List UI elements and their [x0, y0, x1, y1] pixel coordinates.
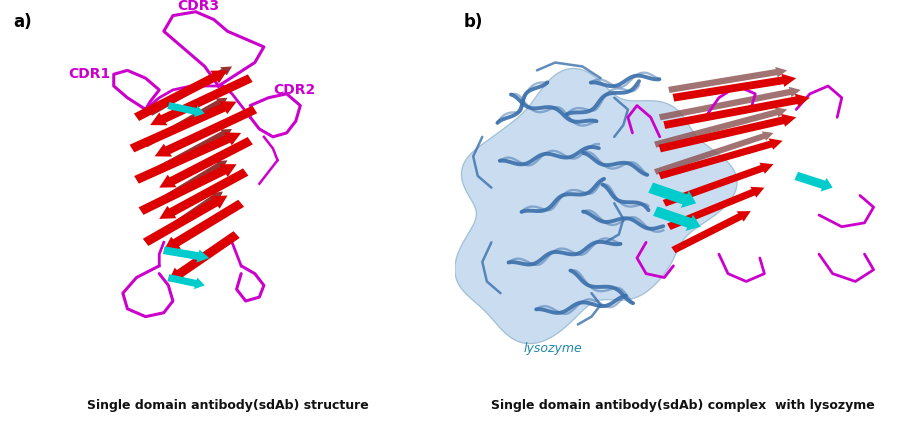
FancyArrow shape — [654, 132, 774, 175]
FancyArrow shape — [648, 183, 696, 208]
FancyArrow shape — [163, 246, 209, 263]
FancyArrow shape — [654, 107, 787, 147]
Text: a): a) — [14, 13, 32, 31]
Text: CDR1: CDR1 — [68, 67, 110, 81]
FancyArrow shape — [148, 160, 228, 209]
FancyArrow shape — [143, 196, 228, 246]
Text: b): b) — [464, 13, 483, 31]
FancyArrow shape — [134, 132, 241, 184]
Text: Single domain antibody(sdAb) complex  with lysozyme: Single domain antibody(sdAb) complex wit… — [490, 399, 875, 412]
FancyArrow shape — [144, 129, 232, 178]
FancyArrow shape — [150, 74, 253, 125]
FancyArrow shape — [659, 87, 801, 120]
Text: Single domain antibody(sdAb) structure: Single domain antibody(sdAb) structure — [86, 399, 369, 412]
FancyArrow shape — [134, 71, 228, 121]
FancyArrow shape — [159, 169, 248, 219]
FancyArrow shape — [164, 200, 244, 250]
FancyArrow shape — [663, 94, 810, 129]
FancyArrow shape — [659, 114, 796, 152]
Text: lysozyme: lysozyme — [523, 342, 582, 355]
FancyArrow shape — [138, 164, 237, 215]
FancyArrow shape — [672, 211, 751, 253]
Text: CDR3: CDR3 — [177, 0, 219, 13]
FancyArrow shape — [144, 98, 228, 147]
FancyArrow shape — [672, 74, 796, 101]
FancyArrow shape — [155, 106, 258, 157]
FancyArrow shape — [167, 274, 205, 289]
FancyArrow shape — [153, 191, 223, 241]
Text: CDR2: CDR2 — [273, 83, 315, 97]
Polygon shape — [455, 68, 737, 344]
FancyArrow shape — [167, 102, 205, 117]
FancyArrow shape — [148, 67, 232, 116]
FancyArrow shape — [668, 67, 787, 93]
FancyArrow shape — [168, 231, 239, 282]
FancyArrow shape — [159, 137, 253, 187]
FancyArrow shape — [653, 206, 701, 231]
FancyArrow shape — [794, 172, 833, 191]
FancyArrow shape — [662, 163, 774, 206]
FancyArrow shape — [659, 138, 783, 179]
FancyArrow shape — [129, 101, 237, 152]
FancyArrow shape — [667, 187, 764, 230]
